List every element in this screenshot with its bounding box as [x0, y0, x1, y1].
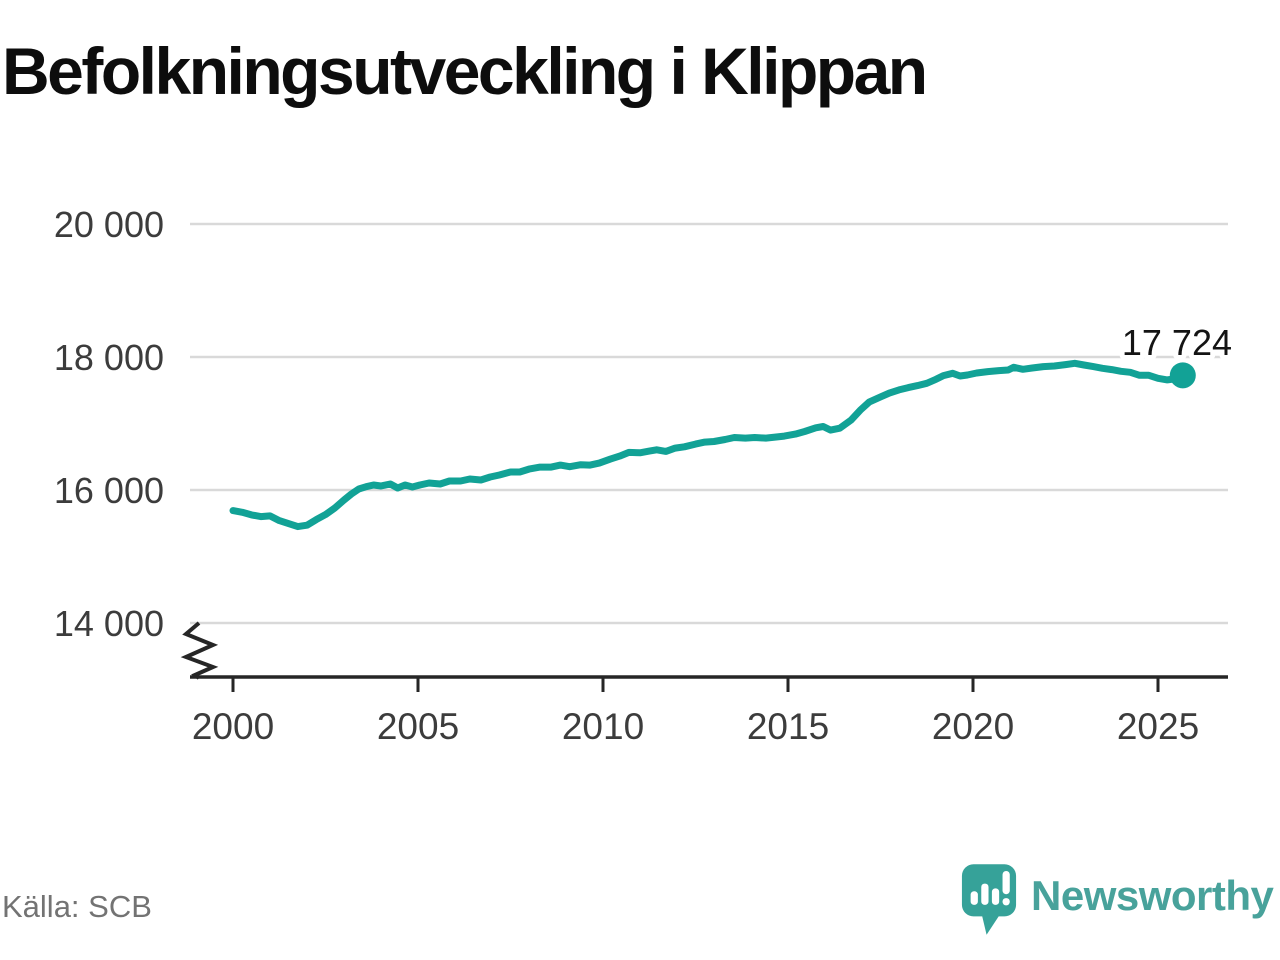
chart-title: Befolkningsutveckling i Klippan — [2, 34, 928, 108]
x-tick-label: 2025 — [1117, 706, 1199, 747]
x-tick-label: 2020 — [932, 706, 1014, 747]
y-tick-label: 20 000 — [54, 204, 164, 245]
newsworthy-logo-icon — [961, 864, 1017, 935]
population-line — [229, 359, 1187, 531]
latest-value-dot — [1169, 362, 1196, 389]
x-tick-label: 2005 — [377, 706, 459, 747]
x-tick-label: 2000 — [192, 706, 274, 747]
x-tick-label: 2015 — [747, 706, 829, 747]
y-tick-label: 16 000 — [54, 470, 164, 511]
y-tick-label: 18 000 — [54, 337, 164, 378]
newsworthy-logo: Newsworthy — [960, 862, 1276, 938]
y-tick-label: 14 000 — [54, 603, 164, 644]
source-note: Källa: SCB — [2, 889, 152, 924]
axis-break-zigzag — [180, 621, 219, 680]
x-tick-label: 2010 — [562, 706, 644, 747]
latest-value-label: 17 724 — [1122, 322, 1232, 363]
newsworthy-logo-text: Newsworthy — [1031, 872, 1274, 919]
